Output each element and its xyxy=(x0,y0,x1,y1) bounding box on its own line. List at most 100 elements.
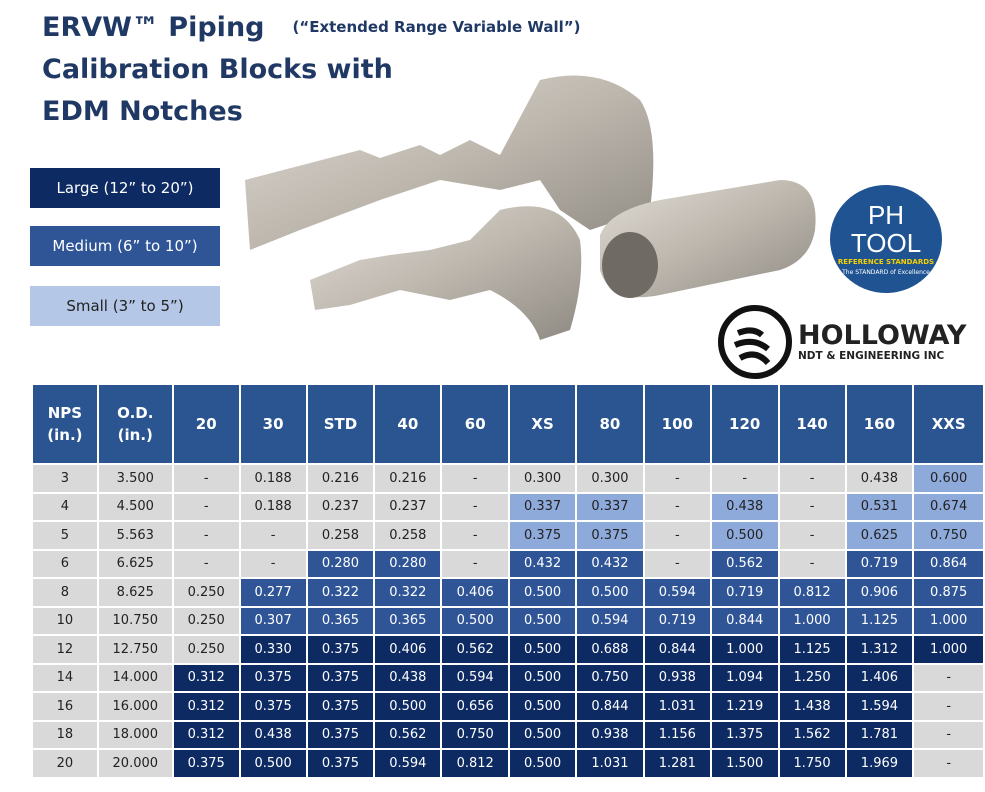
wall-cell: 0.500 xyxy=(508,719,578,750)
wall-cell: - xyxy=(777,548,847,579)
wall-cell: 0.375 xyxy=(305,662,376,693)
wall-cell: 0.406 xyxy=(440,577,511,608)
wall-cell: 0.656 xyxy=(440,691,511,722)
wall-cell: - xyxy=(238,520,308,551)
table-row: 6 6.625- -0.280 0.280-0.432 0.432-0.562-0.71… xyxy=(31,548,985,579)
wall-cell: 1.000 xyxy=(777,605,847,636)
wall-cell: 0.812 xyxy=(777,577,847,608)
nps-cell: 18 xyxy=(31,719,99,750)
wall-cell: - xyxy=(777,463,847,494)
wall-cell: - xyxy=(171,463,241,494)
wall-cell: 1.000 xyxy=(709,634,780,665)
wall-cell: 0.250 xyxy=(171,605,241,636)
wall-cell: 0.237 xyxy=(305,491,376,522)
wall-cell: 0.188 xyxy=(238,463,308,494)
wall-cell: - xyxy=(171,520,241,551)
table-row: 18 18.000 0.312 0.438 0.375 0.562 0.750 0.500 0.… xyxy=(31,719,985,750)
nps-cell: 12 xyxy=(31,634,99,665)
wall-cell: - xyxy=(440,491,511,522)
wall-cell: 0.600 xyxy=(912,463,985,494)
wall-cell: 0.844 xyxy=(642,634,712,665)
wall-cell: - xyxy=(171,548,241,579)
wall-cell: 0.594 xyxy=(373,748,443,779)
wall-cell: 0.406 xyxy=(373,634,443,665)
wall-cell: 0.250 xyxy=(171,577,241,608)
column-header: 60 xyxy=(440,383,511,465)
nps-cell: 3 xyxy=(31,463,99,494)
ph-tool-ref: REFERENCE STANDARDS xyxy=(838,258,934,267)
wall-cell: 0.906 xyxy=(844,577,915,608)
od-cell: 16.000 xyxy=(96,691,174,722)
wall-cell: 0.719 xyxy=(844,548,915,579)
wall-cell: 0.312 xyxy=(171,662,241,693)
wall-cell: 0.375 xyxy=(238,662,308,693)
wall-cell: 0.562 xyxy=(709,548,780,579)
wall-cell: 0.375 xyxy=(238,691,308,722)
holloway-sub: NDT & ENGINEERING INC xyxy=(798,350,945,362)
wall-cell: 0.750 xyxy=(440,719,511,750)
wall-thickness-table: NPS (in.) O.D. (in.) 20 30 STD 40 60 XS 80 100 120… xyxy=(31,383,985,779)
table-row: 16 16.000 0.312 0.375 0.375 0.500 0.656 0.500 0.… xyxy=(31,691,985,722)
title-line-2: Calibration Blocks with xyxy=(42,54,393,85)
wall-cell: - xyxy=(642,520,712,551)
od-cell: 10.750 xyxy=(96,605,174,636)
wall-cell: 0.594 xyxy=(575,605,645,636)
wall-cell: 0.562 xyxy=(373,719,443,750)
wall-cell: 0.500 xyxy=(440,605,511,636)
wall-cell: 0.300 xyxy=(508,463,578,494)
wall-cell: - xyxy=(912,748,985,779)
wall-cell: 1.281 xyxy=(642,748,712,779)
column-header: 140 xyxy=(777,383,847,465)
wall-cell: 0.500 xyxy=(575,577,645,608)
wall-cell: 0.875 xyxy=(912,577,985,608)
ph-tool-tagline: The STANDARD of Excellence xyxy=(842,269,930,276)
holloway-logo: HOLLOWAY NDT & ENGINEERING INC xyxy=(718,305,966,379)
wall-cell: 0.365 xyxy=(305,605,376,636)
wall-cell: 0.280 xyxy=(373,548,443,579)
wall-cell: - xyxy=(912,691,985,722)
wall-cell: 1.312 xyxy=(844,634,915,665)
nps-cell: 4 xyxy=(31,491,99,522)
calibration-blocks-image xyxy=(245,75,816,340)
wall-cell: 0.258 xyxy=(305,520,376,551)
wall-cell: 0.277 xyxy=(238,577,308,608)
column-header: 100 xyxy=(642,383,712,465)
wall-cell: 1.125 xyxy=(777,634,847,665)
legend-large: Large (12” to 20”) xyxy=(30,168,220,208)
column-header: O.D. (in.) xyxy=(96,383,174,465)
holloway-name: HOLLOWAY xyxy=(798,320,967,351)
wall-cell: 1.500 xyxy=(709,748,780,779)
wall-cell: 0.500 xyxy=(508,691,578,722)
wall-cell: 0.750 xyxy=(912,520,985,551)
wall-cell: 0.500 xyxy=(508,662,578,693)
wall-cell: - xyxy=(709,463,780,494)
column-header: 160 xyxy=(844,383,915,465)
wall-cell: 0.258 xyxy=(373,520,443,551)
ph-tool-name: PH TOOL xyxy=(850,200,922,258)
column-header: XS xyxy=(508,383,578,465)
table-row: 8 8.625 0.250 0.277 0.322 0.322 0.406 0.500 0.50… xyxy=(31,577,985,608)
page-title: ERVW™ Piping (“Extended Range Variable Wa… xyxy=(42,6,581,133)
medium-block xyxy=(310,206,582,340)
wall-cell: 0.688 xyxy=(575,634,645,665)
legend-medium: Medium (6” to 10”) xyxy=(30,226,220,266)
od-cell: 8.625 xyxy=(96,577,174,608)
wall-cell: - xyxy=(440,548,511,579)
wall-cell: 0.432 xyxy=(575,548,645,579)
wall-cell: 0.438 xyxy=(709,491,780,522)
wall-cell: 1.031 xyxy=(642,691,712,722)
od-cell: 6.625 xyxy=(96,548,174,579)
wall-cell: - xyxy=(642,463,712,494)
wall-cell: 0.625 xyxy=(844,520,915,551)
wall-cell: 0.719 xyxy=(709,577,780,608)
wall-cell: 0.337 xyxy=(508,491,578,522)
nps-cell: 20 xyxy=(31,748,99,779)
wall-cell: 0.300 xyxy=(575,463,645,494)
wall-cell: 1.250 xyxy=(777,662,847,693)
column-header: 30 xyxy=(238,383,308,465)
wall-cell: - xyxy=(642,491,712,522)
wall-cell: 0.844 xyxy=(709,605,780,636)
wall-cell: 0.365 xyxy=(373,605,443,636)
wall-cell: 1.031 xyxy=(575,748,645,779)
column-header: 20 xyxy=(171,383,241,465)
